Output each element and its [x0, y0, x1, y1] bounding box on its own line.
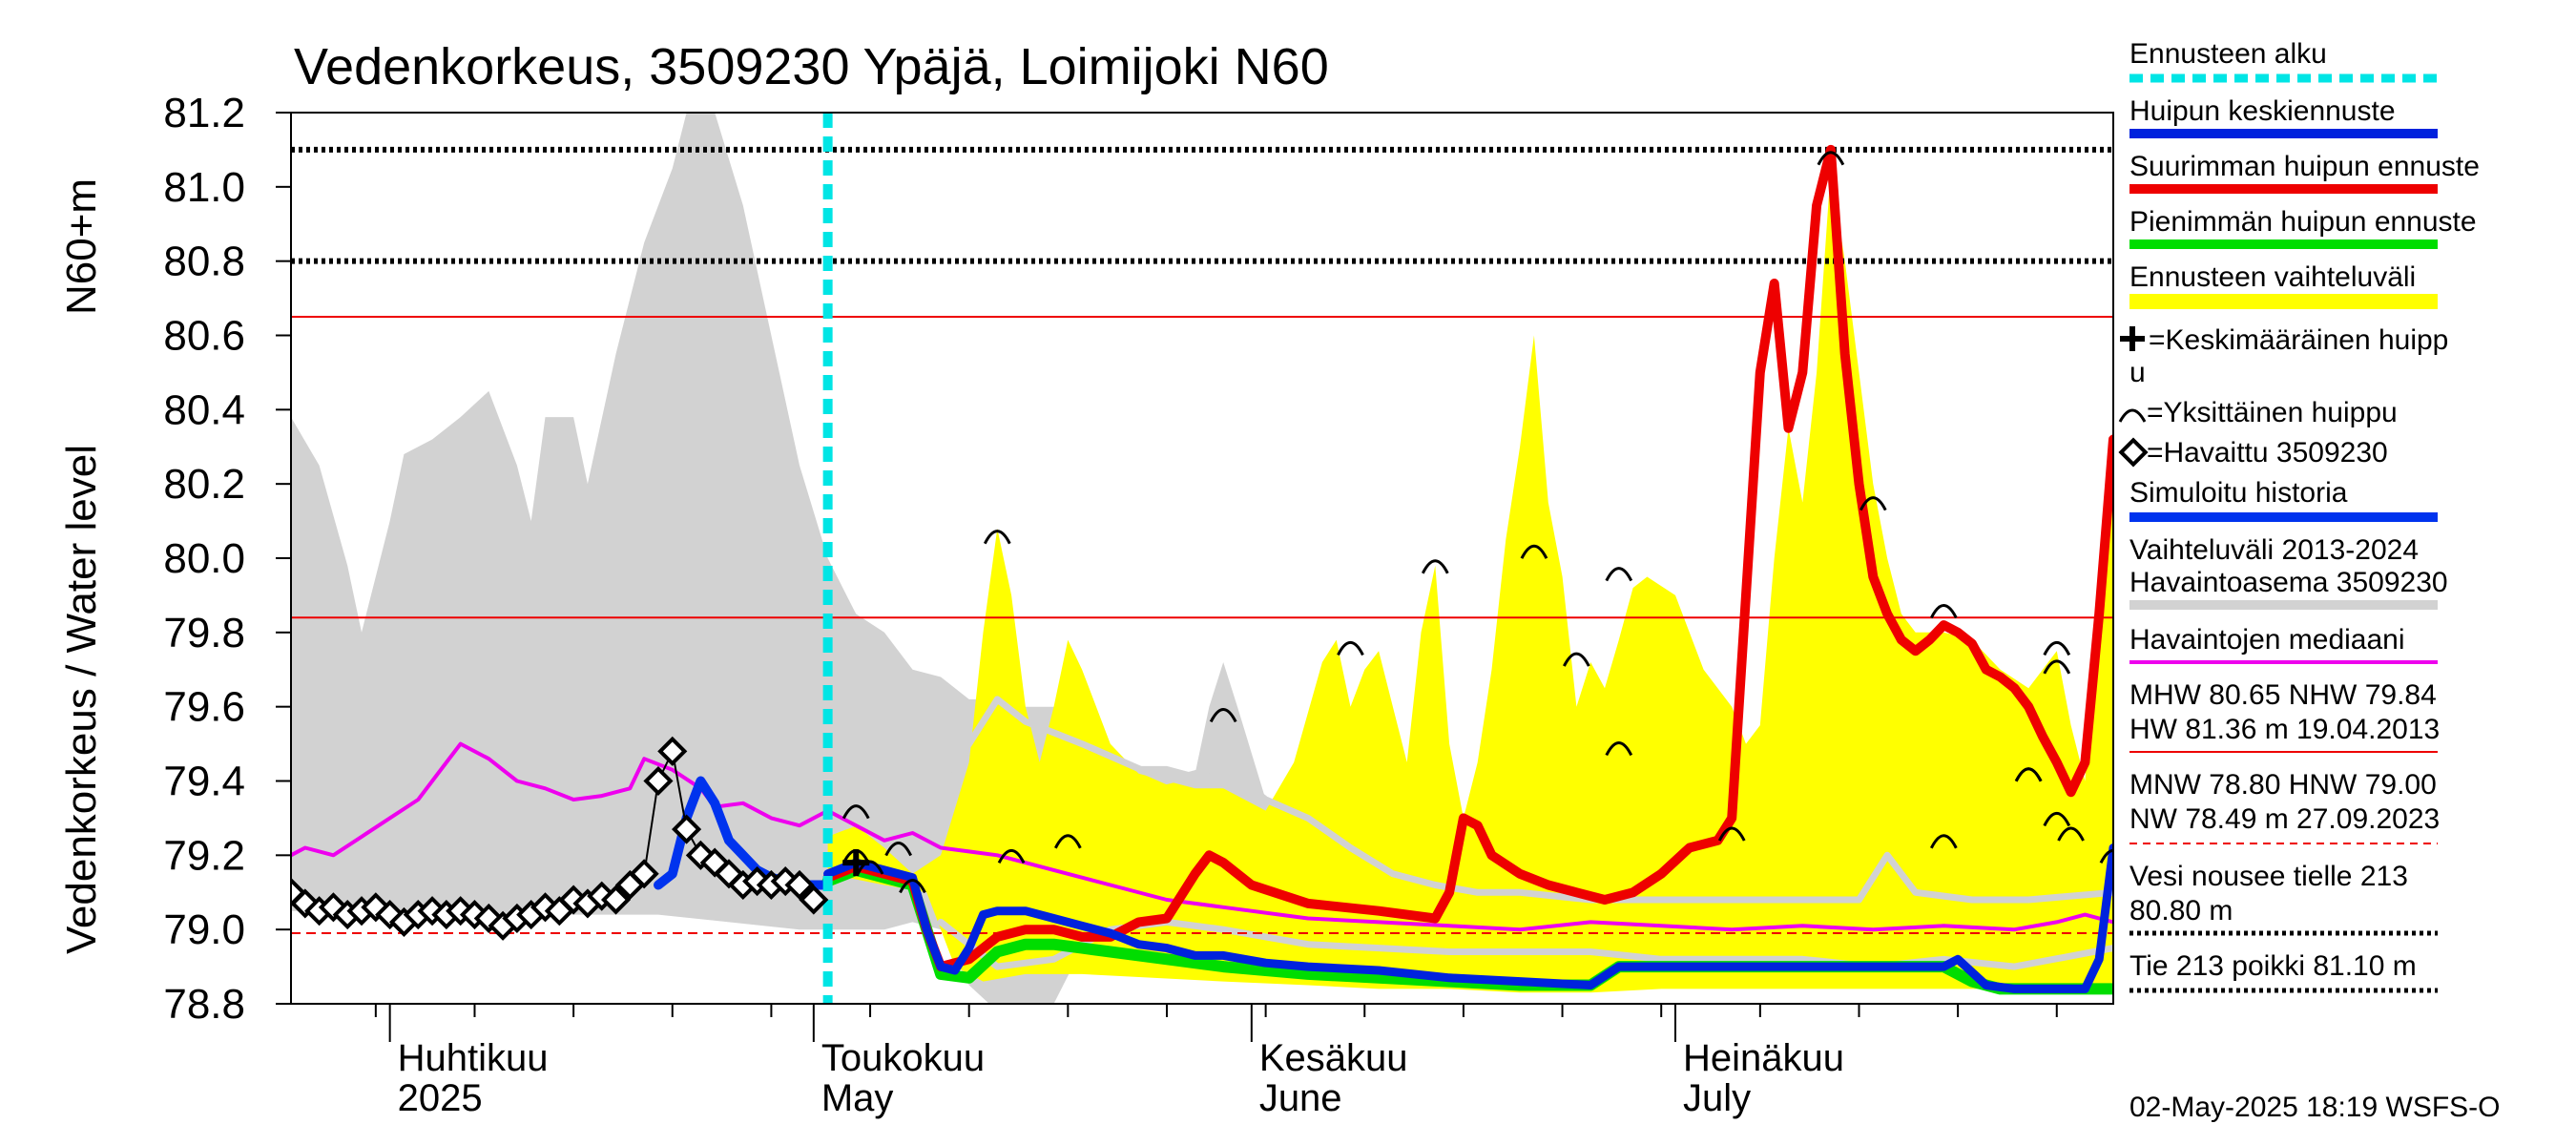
single-peak-15	[1717, 826, 1746, 842]
single-peak-5	[983, 530, 1011, 545]
single-peak-16	[1817, 151, 1845, 166]
diamond-icon	[2118, 437, 2149, 468]
single-peak-3	[884, 842, 913, 857]
x-month-year-label-0: 2025	[398, 1077, 483, 1119]
single-peak-23	[2043, 659, 2071, 675]
legend-label-mean-peak-marker: =Keskimääräinen huipp	[2149, 324, 2448, 356]
max-peak-forecast-line	[822, 144, 2113, 972]
y-tick-label-9: 80.6	[163, 313, 245, 360]
single-peak-13	[1605, 567, 1633, 582]
y-tick-label-3: 79.4	[163, 759, 245, 805]
legend-label-forecast-range: Ennusteen vaihteluväli	[2129, 261, 2416, 293]
y-tick-label-1: 79.0	[163, 906, 245, 953]
single-peak-24	[2043, 811, 2071, 827]
legend-label-forecast-start: Ennusteen alku	[2129, 38, 2327, 70]
single-peak-17	[1859, 496, 1887, 511]
plot-area	[291, 113, 2113, 1004]
single-peak-0	[841, 804, 870, 820]
legend-stats-hw-1: MHW 80.65 NHW 79.84	[2129, 679, 2437, 711]
history-range-line-upper	[810, 696, 2113, 904]
single-peak-19	[1929, 834, 1958, 849]
x-month-label-1: Toukokuu	[821, 1037, 985, 1079]
y-tick-label-0: 78.8	[163, 981, 245, 1028]
single-peak-21	[2014, 767, 2043, 782]
legend-label-max-peak: Suurimman huipun ennuste	[2129, 151, 2480, 182]
x-month-year-label-1: May	[821, 1077, 894, 1119]
legend: Ennusteen alku Huipun keskiennuste Suuri…	[2118, 38, 2480, 993]
observed-point-36	[784, 869, 815, 901]
y-tick-label-2: 79.2	[163, 832, 245, 879]
axes: 78.8 79.0 79.2 79.4 79.6 79.8 80.0 80.2 80.4 80.6…	[163, 90, 2114, 1119]
single-peak-4	[899, 879, 926, 894]
observed-point-23	[600, 885, 632, 915]
y-tick-label-5: 79.8	[163, 610, 245, 656]
x-month-label-2: Kesäkuu	[1259, 1037, 1408, 1079]
single-peak-6	[997, 848, 1026, 864]
legend-label-median: Havaintojen mediaani	[2129, 624, 2405, 656]
arch-icon	[2118, 408, 2147, 423]
legend-road-2: Tie 213 poikki 81.10 m	[2129, 950, 2417, 982]
chart-title: Vedenkorkeus, 3509230 Ypäjä, Loimijoki N…	[294, 38, 1329, 95]
single-peak-9	[1337, 640, 1364, 656]
x-month-label-0: Huhtikuu	[398, 1037, 549, 1079]
observed-point-25	[629, 859, 659, 889]
single-peak-8	[1209, 707, 1237, 723]
single-peak-10	[1421, 559, 1449, 574]
single-peak-12	[1563, 652, 1590, 667]
y-tick-label-10: 80.8	[163, 239, 245, 285]
legend-label-range: Vaihteluväli 2013-2024	[2129, 534, 2419, 566]
single-peak-14	[1605, 741, 1633, 757]
y-axis-label-lower: Vedenkorkeus / Water level	[58, 445, 105, 954]
y-tick-label-7: 80.2	[163, 461, 245, 508]
y-tick-label-4: 79.6	[163, 684, 245, 731]
legend-label-single-peak: =Yksittäinen huippu	[2147, 397, 2398, 428]
y-tick-label-6: 80.0	[163, 535, 245, 582]
single-peak-22	[2043, 640, 2071, 656]
y-axis-label-upper: N60+m	[58, 178, 105, 315]
y-tick-label-12: 81.2	[163, 90, 245, 136]
observed-point-37	[799, 885, 829, 915]
y-tick-label-11: 81.0	[163, 164, 245, 211]
single-peak-2	[856, 860, 884, 875]
legend-label-min-peak: Pienimmän huipun ennuste	[2129, 206, 2477, 238]
legend-label-simulated-history: Simuloitu historia	[2129, 477, 2348, 509]
y-tick-label-8: 80.4	[163, 386, 245, 433]
single-peak-25	[2057, 826, 2085, 842]
legend-label-range-station: Havaintoasema 3509230	[2129, 567, 2448, 598]
legend-label-mean-peak: Huipun keskiennuste	[2129, 95, 2396, 127]
median-line	[291, 741, 2113, 932]
x-month-year-label-2: June	[1259, 1077, 1342, 1119]
observed-point-28	[672, 814, 702, 844]
single-peak-11	[1520, 544, 1548, 559]
footer-timestamp: 02-May-2025 18:19 WSFS-O	[2129, 1092, 2501, 1123]
legend-stats-nw-2: NW 78.49 m 27.09.2023	[2129, 803, 2440, 835]
single-peak-26	[2099, 848, 2113, 864]
forecast-range-band	[827, 168, 2113, 993]
legend-road-1-a: Vesi nousee tielle 213	[2129, 861, 2408, 892]
mean-peak-forecast-line	[823, 843, 2113, 993]
single-peak-7	[1053, 834, 1082, 849]
single-peak-18	[1929, 604, 1958, 619]
observed-point-26	[643, 765, 674, 797]
legend-stats-nw-1: MNW 78.80 HNW 79.00	[2129, 769, 2437, 801]
legend-label-observed: =Havaittu 3509230	[2147, 437, 2388, 468]
plus-icon	[2120, 326, 2145, 351]
x-month-label-3: Heinäkuu	[1683, 1037, 1844, 1079]
legend-stats-hw-2: HW 81.36 m 19.04.2013	[2129, 714, 2440, 745]
mean-peak-marker	[842, 849, 870, 877]
legend-road-1-b: 80.80 m	[2129, 895, 2233, 926]
x-month-year-label-3: July	[1683, 1077, 1751, 1119]
history-range-band	[291, 113, 2113, 1004]
legend-label-mean-peak-marker-cont: u	[2129, 357, 2146, 388]
observed-point-27	[657, 736, 688, 766]
